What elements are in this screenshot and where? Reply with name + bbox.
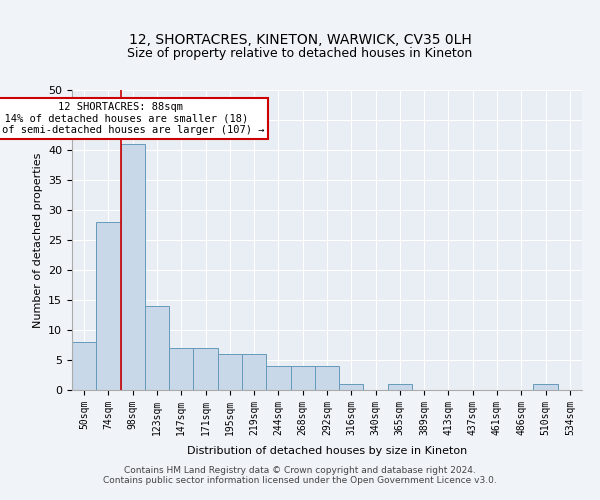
Bar (339, 384, 364, 390)
Y-axis label: Number of detached properties: Number of detached properties (32, 152, 43, 328)
Text: 12 SHORTACRES: 88sqm
← 14% of detached houses are smaller (18)
86% of semi-detac: 12 SHORTACRES: 88sqm ← 14% of detached h… (0, 102, 265, 135)
Text: 12, SHORTACRES, KINETON, WARWICK, CV35 0LH: 12, SHORTACRES, KINETON, WARWICK, CV35 0… (128, 32, 472, 46)
Bar (388, 384, 412, 390)
X-axis label: Distribution of detached houses by size in Kineton: Distribution of detached houses by size … (187, 446, 467, 456)
Bar (315, 366, 339, 390)
Bar (121, 144, 145, 390)
Bar (266, 366, 290, 390)
Bar (145, 306, 169, 390)
Text: Size of property relative to detached houses in Kineton: Size of property relative to detached ho… (127, 48, 473, 60)
Bar (96, 222, 121, 390)
Text: Contains HM Land Registry data © Crown copyright and database right 2024.
Contai: Contains HM Land Registry data © Crown c… (103, 466, 497, 485)
Bar (72, 342, 96, 390)
Bar (169, 348, 193, 390)
Bar (290, 366, 315, 390)
Bar (193, 348, 218, 390)
Bar (533, 384, 558, 390)
Bar (218, 354, 242, 390)
Bar (242, 354, 266, 390)
